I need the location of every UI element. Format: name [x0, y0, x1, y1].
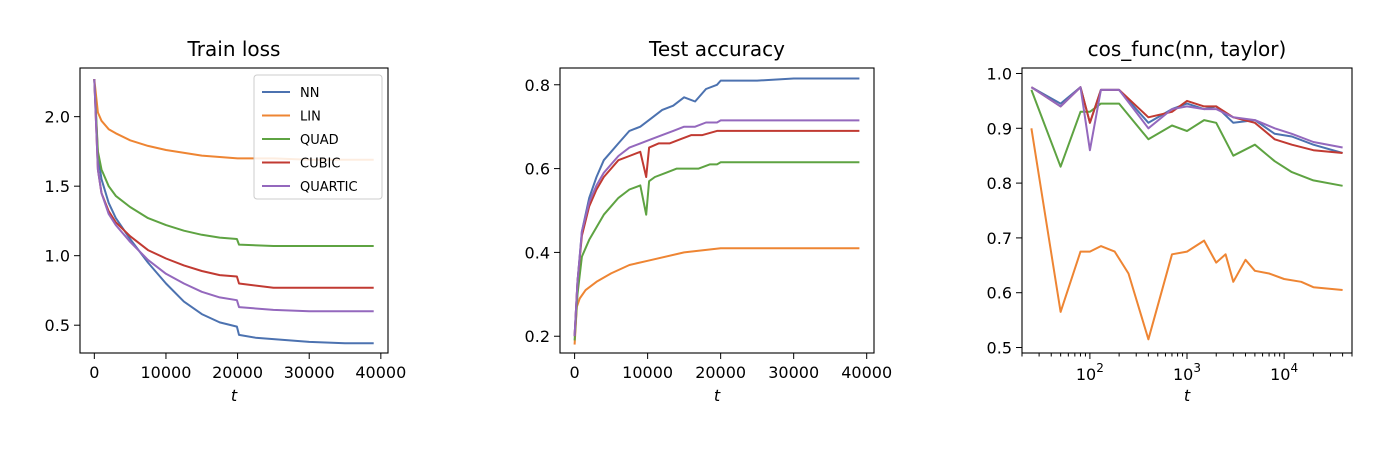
x-axis-label: t: [231, 386, 238, 405]
legend-label-quartic: QUARTIC: [300, 180, 358, 195]
chart-1: 0 10000 20000 30000 40000 0.5 1.0 1.5 2.0 Train l…: [45, 37, 407, 405]
series-line-quad: [93, 79, 374, 247]
series-line-nn: [573, 77, 860, 337]
x-tick-label: 10000: [622, 363, 673, 382]
series-group: [573, 77, 860, 345]
y-tick-label: 0.4: [525, 243, 550, 262]
axes-frame: [79, 67, 389, 354]
series-line-cubic: [573, 129, 860, 337]
series-group: [1030, 86, 1343, 341]
x-tick-label: 20000: [695, 363, 746, 382]
y-tick-label: 0.7: [987, 229, 1012, 248]
series-line-quad: [573, 161, 860, 341]
y-tick-label: 0.2: [525, 327, 550, 346]
legend-label-nn: NN: [300, 86, 319, 101]
x-axis-label: t: [1184, 386, 1191, 405]
x-tick-label: 103: [1173, 361, 1201, 384]
x-tick-label: 104: [1270, 361, 1298, 384]
y-tick-label: 1.0: [987, 64, 1012, 83]
y-tick-label: 0.8: [525, 76, 550, 95]
chart-3: 102 103 104 0.5 0.6 0.7 0.8 0.9 1.0 cos_func(nn, …: [987, 37, 1353, 405]
x-tick-label: 0: [89, 363, 99, 382]
y-tick-label: 0.9: [987, 119, 1012, 138]
y-tick-label: 0.8: [987, 174, 1012, 193]
y-tick-label: 1.5: [45, 177, 70, 196]
x-tick-label: 10000: [141, 363, 192, 382]
y-tick-label: 0.6: [987, 284, 1012, 303]
legend: NN LIN QUAD CUBIC QUARTIC: [253, 74, 383, 200]
series-line-quartic: [573, 119, 860, 337]
chart-title: Test accuracy: [648, 37, 785, 61]
axes-frame: [1021, 67, 1353, 354]
y-tick-label: 0.5: [45, 316, 70, 335]
x-tick-label: 40000: [841, 363, 892, 382]
legend-label-lin: LIN: [300, 110, 321, 125]
y-tick-label: 1.0: [45, 247, 70, 266]
chart-2: 0 10000 20000 30000 40000 0.2 0.4 0.6 0.8 Test ac…: [525, 37, 893, 405]
series-line-lin: [573, 247, 860, 345]
y-tick-label: 2.0: [45, 108, 70, 127]
legend-label-cubic: CUBIC: [300, 157, 340, 172]
legend-box: [253, 74, 383, 200]
series-line-nn: [93, 79, 374, 345]
x-tick-label: 30000: [284, 363, 335, 382]
legend-label-quad: QUAD: [300, 133, 339, 148]
x-tick-label: 102: [1076, 361, 1104, 384]
x-tick-label: 40000: [355, 363, 406, 382]
x-axis-label: t: [714, 386, 721, 405]
x-tick-label: 30000: [768, 363, 819, 382]
series-line-quartic: [1030, 86, 1343, 152]
series-line-quartic: [93, 79, 374, 313]
y-tick-label: 0.6: [525, 160, 550, 179]
chart-title: Train loss: [187, 37, 281, 61]
axes-frame: [559, 67, 875, 354]
series-line-cubic: [1030, 86, 1343, 154]
series-group: [93, 78, 374, 345]
y-tick-label: 0.5: [987, 339, 1012, 358]
x-tick-label: 20000: [212, 363, 263, 382]
chart-title: cos_func(nn, taylor): [1088, 37, 1287, 61]
x-tick-label: 0: [570, 363, 580, 382]
series-line-lin: [1030, 128, 1343, 341]
